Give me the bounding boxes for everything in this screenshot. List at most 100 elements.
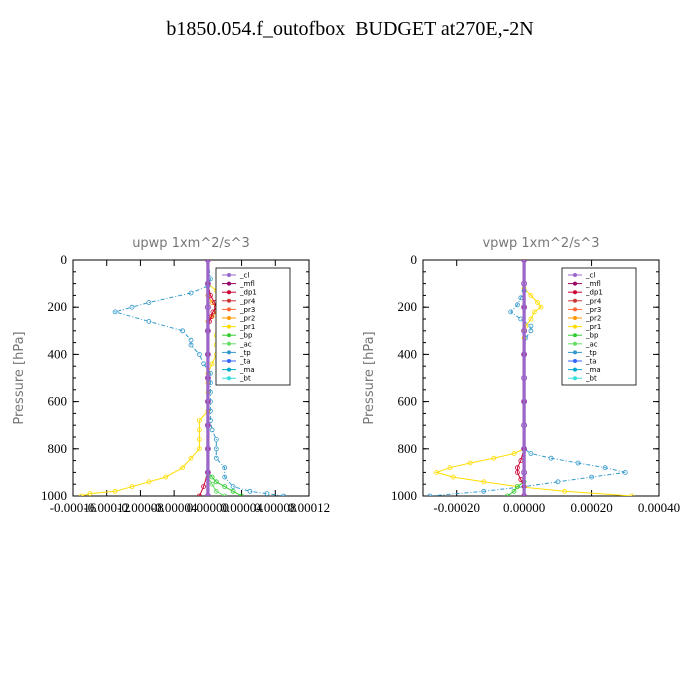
legend-marker [573, 307, 577, 312]
legend-label: _mfl [239, 280, 255, 288]
series-point-tp [481, 488, 487, 494]
series-point-bp [239, 493, 244, 496]
series-point-cl [521, 304, 527, 311]
legend-marker [573, 376, 577, 381]
series-point-tp [213, 446, 219, 452]
page-title: b1850.054.f_outofbox BUDGET at270E,-2N [166, 18, 534, 40]
legend-label: _ta [585, 358, 597, 366]
chart-panel-1: upwp 1xm^2/s^3 Pressure [hPa] 0 200 400 600 80… [12, 236, 330, 515]
series-point-pr1 [538, 304, 544, 310]
series-point-cl [204, 351, 211, 358]
series-point-pr1 [562, 488, 567, 494]
series-point-pr1 [528, 292, 534, 298]
series-point-pr1 [196, 427, 202, 433]
series-point-pr1 [467, 460, 473, 466]
series-point-bp [511, 488, 517, 494]
legend-marker [573, 281, 577, 286]
legend-marker [573, 290, 577, 295]
series-point-ac [213, 488, 219, 494]
series-point-pr1 [209, 361, 215, 367]
x-tick-label: 0.00040 [638, 500, 680, 515]
legend-label: _mfl [585, 280, 601, 288]
series-point-tp [528, 328, 534, 334]
legend-label: _ac [585, 340, 598, 348]
y-tick-label: 1000 [41, 488, 67, 503]
series-point-cl [204, 469, 211, 476]
legend-marker [227, 359, 231, 363]
legend-marker [227, 341, 231, 346]
legend-marker [573, 350, 577, 355]
legend-marker [573, 341, 577, 346]
legend-label: _bp [239, 332, 253, 340]
series-point-pr1 [450, 474, 456, 480]
legend-label: _cl [585, 272, 595, 280]
series-point-pr1 [531, 309, 537, 315]
series-point-cl [521, 493, 527, 496]
legend-marker [227, 316, 231, 320]
y-tick-label: 200 [398, 299, 418, 314]
series-point-pr1 [447, 465, 453, 471]
series-point-cl [204, 327, 211, 334]
series-point-pr1 [87, 491, 93, 496]
series-point-cl [521, 469, 527, 476]
legend-marker [227, 376, 231, 381]
series-point-pr1 [196, 446, 202, 452]
series-point-pr1 [196, 436, 202, 442]
series-point-cl [204, 304, 211, 311]
x-tick-label: 0.00004 [220, 500, 263, 515]
y-axis-label: Pressure [hPa] [362, 331, 377, 424]
legend-label: _pr1 [239, 323, 255, 331]
series-point-pr1 [434, 469, 439, 475]
series-point-cl [205, 260, 211, 263]
y-tick-label: 600 [48, 394, 68, 409]
series-point-pr1 [112, 488, 118, 494]
legend-marker [573, 359, 577, 363]
series-point-pr1 [163, 474, 169, 480]
series-point-cl [204, 280, 211, 287]
legend-marker [573, 298, 577, 303]
series-line-bp [207, 472, 242, 496]
legend-label: _bp [585, 332, 599, 340]
series-point-cl [521, 327, 527, 334]
series-point-tp [146, 300, 152, 305]
series-point-tp [515, 302, 520, 308]
y-tick-label: 0 [61, 252, 68, 267]
series-point-tp [602, 465, 608, 471]
series-point-cl [521, 398, 527, 405]
series-point-tp [555, 479, 561, 485]
series-point-bp [230, 488, 236, 494]
legend-marker [573, 333, 577, 338]
series-point-dp1 [515, 469, 520, 475]
legend-label: _pr2 [585, 315, 601, 323]
legend-label: _pr4 [585, 297, 602, 305]
x-tick-label: 0.00020 [570, 500, 612, 515]
legend-marker [573, 324, 577, 329]
series-point-pr1 [79, 493, 84, 496]
legend-label: _tp [585, 349, 597, 357]
x-tick-label: 0.00000 [187, 500, 229, 515]
series-point-dp1 [210, 309, 216, 315]
legend-label: _ac [239, 340, 252, 348]
series-point-bp [515, 484, 520, 490]
series-point-pr1 [146, 479, 152, 485]
legend-marker [227, 350, 231, 355]
legend-marker [227, 307, 231, 312]
series-point-cl [521, 260, 527, 263]
legend-label: _tp [239, 349, 251, 357]
series-point-pr1 [535, 300, 540, 305]
series-point-cl [521, 422, 527, 429]
series-point-bp [222, 484, 228, 490]
legend-marker [227, 298, 231, 303]
y-tick-label: 0 [411, 252, 418, 267]
legend-marker [227, 290, 231, 295]
series-point-tp [201, 361, 207, 367]
legend: _cl_mfl_dp1_pr4_pr3_pr2_pr1_bp_ac_tp_ta_… [215, 267, 291, 386]
series-point-ac [222, 493, 228, 496]
series-point-cl [204, 445, 211, 452]
legend-label: _ta [239, 358, 251, 366]
legend-marker [573, 367, 577, 372]
series-point-tp [575, 460, 581, 466]
chart-title: upwp 1xm^2/s^3 [132, 236, 250, 251]
legend-label: _bt [239, 375, 251, 383]
